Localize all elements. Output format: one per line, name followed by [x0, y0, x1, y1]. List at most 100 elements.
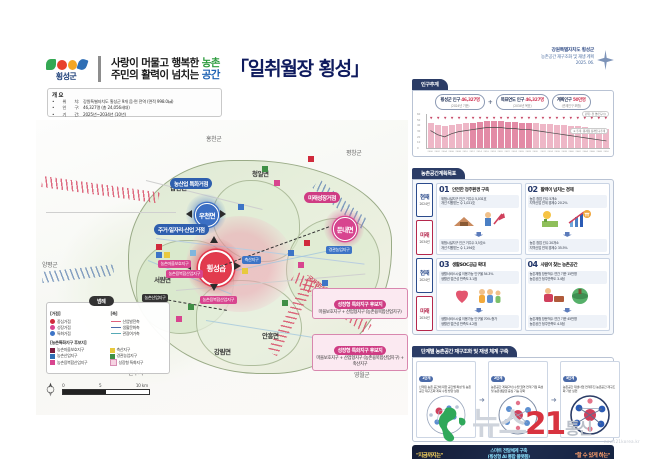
chart-x-tick: 2034: [547, 149, 553, 153]
hub-west[interactable]: 우천면: [195, 203, 219, 227]
eupmyeon-label: 강림면: [214, 348, 231, 356]
chart-bar: [455, 123, 463, 148]
legend-column-hubs: [거점] 중심거점 성장거점 특화거점: [50, 311, 106, 337]
hub-center[interactable]: 횡성읍: [198, 250, 234, 286]
hub-arrow: [186, 210, 192, 218]
chart-marker: ▼: [520, 116, 524, 120]
population-tab: 인구추계: [412, 79, 448, 90]
chart-marker: ▼: [499, 116, 503, 120]
chart-bar: [553, 124, 561, 148]
strategy-card-04[interactable]: 04 사람이 찾는 농촌공간 농촌체험 방문객수 연간 기준 15만명 농촌공간 …: [524, 258, 610, 331]
card-illustration-03: [439, 285, 519, 305]
platform-center-sub: (횡성형 AI 통합 플랫폼): [487, 455, 530, 459]
legend-label: 농촌융복합산업지구: [57, 359, 88, 365]
chart-y-tick: 20: [417, 135, 421, 139]
legend-label: 경관농업지구: [116, 353, 138, 358]
chip-note: (관계인구 포함): [561, 103, 581, 108]
legend-swatch: [50, 325, 55, 330]
chart-marker: ▼: [583, 116, 587, 120]
chart-x-tick: 2002: [434, 149, 440, 153]
overview-key: 인: [62, 105, 67, 111]
chip-label: 횡성군 인구: [440, 97, 461, 103]
legend-swatch: [50, 331, 55, 336]
chart-bar: [462, 123, 470, 148]
plus-icon: +: [487, 98, 493, 106]
legend-swatch: [109, 353, 115, 359]
legend-swatch: [110, 320, 121, 323]
chart-marker: ▼: [541, 116, 545, 120]
chart-x-tick: 2000: [427, 149, 433, 153]
hub-east[interactable]: 둔내면: [333, 217, 357, 241]
chart-marker: ▼: [534, 116, 538, 120]
chart-x-tick: 2044: [582, 149, 588, 153]
strategy-card-01[interactable]: 01 안전한 정주환경 구축 위험시설지구 인근 거주수 5,031호 개선·지원…: [436, 182, 522, 256]
map-site-marker: [242, 268, 248, 274]
chart-bar: [469, 122, 477, 148]
eupmyeon-label: 서원면: [154, 276, 171, 284]
strategy-card-02[interactable]: 02 활력이 넘치는 경제 농촌 창업 건수 5개소 지역산업 연계 경제수 20…: [524, 182, 610, 256]
legend-item: 성장형 특화지구: [109, 359, 167, 366]
chart-bar: [532, 123, 540, 148]
header-line-2: 주민의 활력이 넘치는 공간: [111, 69, 220, 81]
restructure-step-2[interactable]: 2단계 농촌공간 계획(2차) 수립·권역 연계 거점 육성 및 농촌생활권 중…: [487, 361, 548, 439]
restructure-step-3[interactable]: 3단계 농촌공간 재생사업 연계추진 농촌공간 재구조화 기반 실현: [559, 361, 620, 439]
chart-marker: ▼: [569, 116, 573, 120]
step-diagram-3: [563, 395, 617, 436]
overview-sep: :: [78, 99, 80, 104]
chart-x-tick: 2026: [518, 149, 525, 153]
header-line2-b: 공간: [201, 69, 221, 81]
legend-label: 농촌산업지구: [57, 353, 78, 358]
population-body: 횡성군 인구 46,327명 (2024년 기준) + 목표연도 인구 46,3…: [412, 90, 614, 157]
legend-head: [농촌특화지구 후보지]: [50, 339, 87, 345]
watermark-c: 통신: [565, 418, 592, 438]
chart-y-tick: 40: [417, 124, 421, 128]
chart-x-tick: 2016: [483, 149, 490, 153]
district-title: 성장형 특화지구 후보지: [333, 346, 387, 355]
watermark-text: 뉴스 21 통신: [472, 408, 593, 440]
chart-x-tick: 2042: [575, 149, 581, 153]
map-scale-group: 0 5 10 km: [44, 382, 150, 397]
chart-bar: [434, 125, 442, 148]
chart-bar: [539, 123, 547, 148]
population-section: 인구추계 횡성군 인구 46,327명 (2024년 기준) + 목표연도 인구…: [412, 71, 614, 157]
map-site-marker: [304, 240, 310, 246]
legend-title: 범례: [89, 296, 114, 306]
legend-item: 농촌산업지구: [50, 353, 107, 359]
chart-trendline: [427, 114, 610, 176]
hub-arrow: [210, 284, 218, 291]
district-label-2[interactable]: 성장형 특화지구 후보지 마을보호지구 + 산업형지구 (농촌융복합산업지구) …: [312, 334, 408, 371]
step-desc: 산재된 농촌 공간에 대한 공간별 특성 및 농촌공간 재구조화 계획 수립 방…: [419, 384, 471, 393]
map-site-marker: [156, 252, 162, 258]
legend-label: 생활문화축: [122, 324, 140, 330]
district-label-1[interactable]: 성장형 특화지구 후보지 마을보호지구 + 산업형지구 (농촌융복합산업지구): [312, 288, 408, 319]
legend-item: 생활문화축: [110, 324, 167, 331]
map-site-marker: [298, 262, 304, 268]
card-stat-now: 농촌 창업 건수 5개소 지역산업 연계 경제수 20.2%: [527, 195, 607, 208]
card-stat-now: 위험시설지구 인근 거주수 5,031호 개선·지원받는 수 1,021호: [439, 195, 519, 208]
badge-title: 현재: [419, 271, 430, 278]
chart-y-tick: 30: [417, 130, 421, 133]
plan-map[interactable]: 홍천군 양평군 원주시 평창군 영월군 갑천면 청일면 서원면 안흥면 강림면 …: [36, 120, 408, 415]
badge-title: 미래: [419, 233, 430, 240]
north-star-icon: [597, 50, 614, 70]
map-site-marker: [274, 180, 280, 186]
chip-note: (2024년 기준): [450, 103, 470, 108]
strategy-card-03[interactable]: 03 생활SOC공급 확대 생활서비스시설 이용가능 인구율 54.3% 생활권 …: [436, 258, 522, 331]
legend-swatch: [110, 326, 121, 329]
map-site-marker: [322, 280, 328, 286]
card-title: 안전한 정주환경 구축: [451, 187, 489, 193]
emblem-icon: [44, 56, 88, 72]
step-diagram-2: [491, 395, 545, 435]
legend-item: 축산지구: [109, 347, 167, 353]
chart-x-tick: 2012: [469, 149, 475, 153]
map-site-marker: [190, 250, 196, 256]
chart-marker: ▼: [590, 116, 594, 120]
chart-marker: ▼: [555, 116, 559, 120]
doc-sub: 농촌공간 재구조화 및 재생 계획: [541, 54, 594, 60]
platform-center-title: 스마트 전달체계 구축: [490, 449, 528, 455]
chart-bar: [441, 126, 449, 148]
step-arrow-icon: ➜: [550, 395, 557, 404]
population-chip: 횡성군 인구 46,327명 (2024년 기준): [435, 94, 485, 110]
district-sub: 마을보호지구 + 산업형지구 (농촌융복합산업지구) + 축산지구: [316, 356, 404, 367]
